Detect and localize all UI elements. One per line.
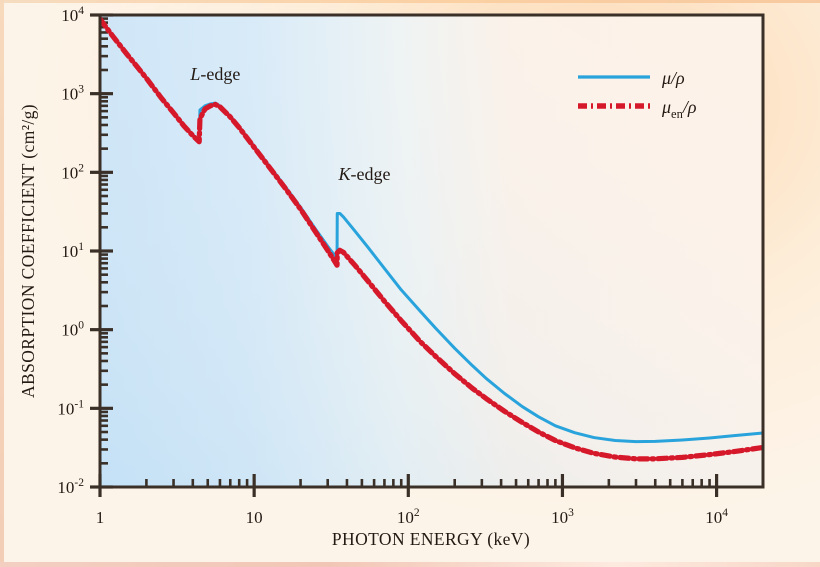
edge-annotations: L-edge K-edge	[189, 64, 390, 184]
legend-label-1: μen/ρ	[661, 97, 697, 121]
data-series-group	[100, 16, 763, 462]
plot-background-overlay	[100, 15, 763, 487]
x-tick-label: 104	[705, 507, 728, 527]
legend-label-0: μ/ρ	[661, 68, 685, 88]
plot-frame	[98, 13, 765, 489]
y-axis-title: ABSORPTION COEFFICIENT (cm²/g)	[18, 104, 38, 398]
y-tick-label: 10-2	[57, 477, 84, 497]
x-tick-label: 102	[397, 507, 420, 527]
y-tick-label: 104	[61, 5, 84, 25]
page-edge-left	[0, 0, 4, 567]
x-tick-labels: 1 10 102 103 104	[96, 507, 728, 527]
series-path-1	[100, 16, 763, 462]
y-tick-label: 100	[61, 320, 84, 340]
y-tick-labels: 10-2 10-1 100 101 102 103 104	[57, 5, 84, 497]
y-tick-label: 103	[61, 84, 84, 104]
k-edge-annotation: K-edge	[338, 164, 391, 184]
y-tick-label: 102	[61, 162, 84, 182]
chart-legend: μ/ρ μen/ρ	[578, 68, 697, 121]
l-edge-annotation: L-edge	[189, 64, 240, 84]
page-edge-bottom	[0, 562, 820, 567]
x-tick-label: 10	[246, 508, 263, 527]
x-tick-label: 1	[96, 508, 105, 527]
x-tick-label: 103	[551, 507, 574, 527]
y-tick-label: 101	[61, 241, 84, 261]
y-tick-label: 10-1	[57, 398, 84, 418]
x-axis-title: PHOTON ENERGY (keV)	[332, 529, 530, 549]
page-edge-top	[0, 0, 820, 3]
